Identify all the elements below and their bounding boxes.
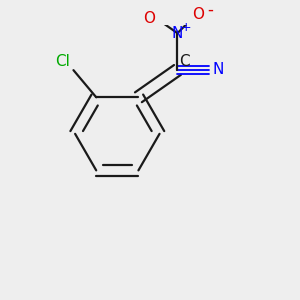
Text: -: - <box>207 0 213 18</box>
Text: Cl: Cl <box>55 54 70 69</box>
Text: N: N <box>172 26 183 41</box>
Text: +: + <box>180 21 191 34</box>
Text: C: C <box>179 54 190 69</box>
Text: O: O <box>143 11 155 26</box>
Text: O: O <box>192 8 204 22</box>
Text: N: N <box>212 62 224 77</box>
